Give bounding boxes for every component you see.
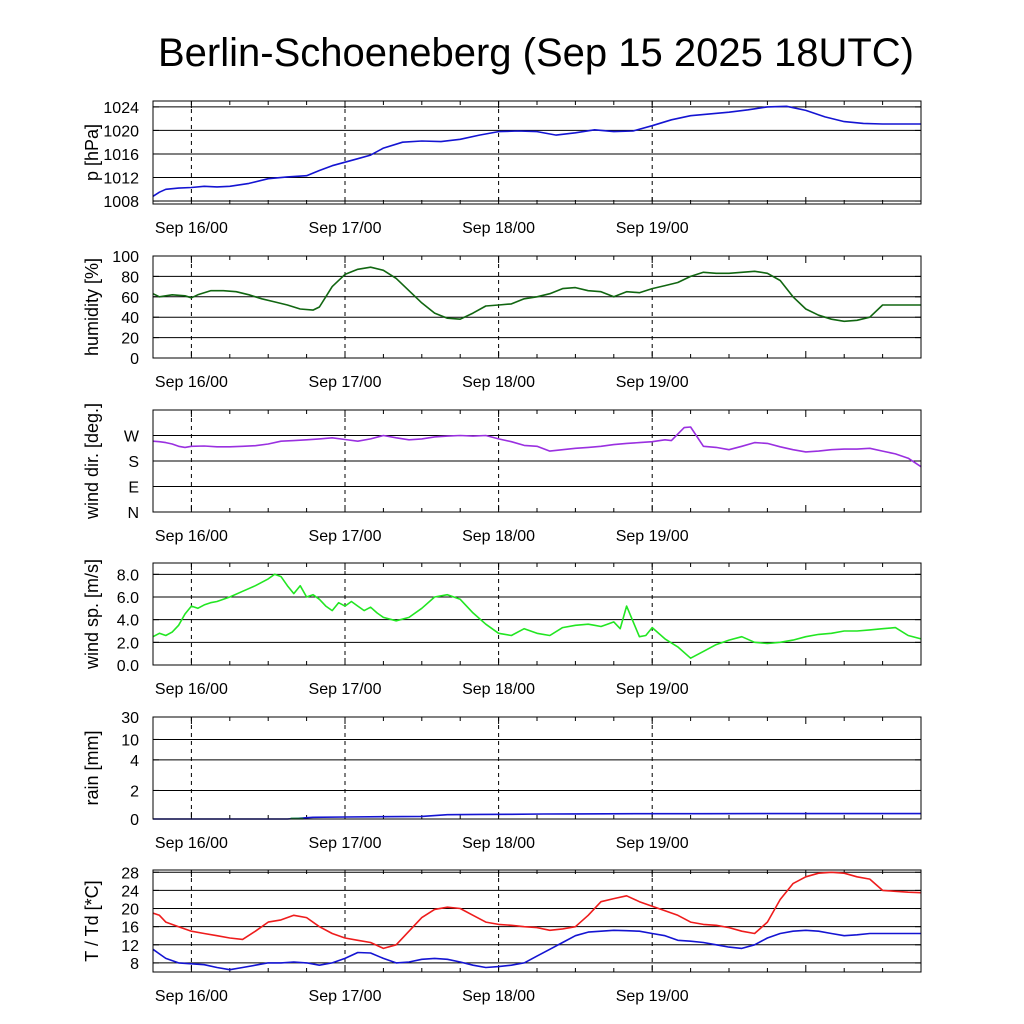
- y-tick-label: 4.0: [117, 613, 139, 630]
- panel-pressure: 1008 1012 1016 1020 1024 Sep 16/00 Sep 17/00 Se…: [82, 100, 922, 237]
- y-tick-label: 2.0: [117, 635, 139, 652]
- y-tick-label: 1012: [103, 171, 139, 188]
- panel-wind_speed: 0.0 2.0 4.0 6.0 8.0 Sep 16/00 Sep 17/00 Sep 18/…: [82, 559, 922, 698]
- panel-humidity: 0 20 40 60 80 100 Sep 16/00 Sep 17/00 Sep 18/00 S…: [82, 249, 922, 391]
- x-tick-label: Sep 16/00: [155, 220, 228, 237]
- chart-title: Berlin-Schoeneberg (Sep 15 2025 18UTC): [158, 31, 914, 75]
- x-tick-label: Sep 19/00: [616, 835, 689, 852]
- y-tick-label: S: [128, 454, 139, 471]
- y-tick-label: 1020: [103, 123, 139, 140]
- x-tick-label: Sep 16/00: [155, 835, 228, 852]
- panel-frame: [152, 562, 922, 666]
- series-pressure: [152, 105, 921, 197]
- y-tick-label: 80: [121, 269, 139, 286]
- y-tick-label: 8.0: [117, 567, 139, 584]
- panel-frame: [152, 100, 922, 205]
- y-tick-label: 12: [121, 938, 139, 955]
- y-tick-label: 1008: [103, 194, 139, 211]
- series-humidity: [152, 266, 921, 323]
- y-tick-label: 4: [130, 753, 139, 770]
- y-tick-label: 20: [121, 902, 139, 919]
- y-axis-label: T / Td [*C]: [82, 880, 102, 961]
- x-tick-label: Sep 17/00: [309, 988, 382, 1005]
- x-tick-label: Sep 16/00: [155, 528, 228, 545]
- y-tick-label: 1016: [103, 147, 139, 164]
- panel-frame: [152, 869, 922, 973]
- x-tick-label: Sep 18/00: [462, 220, 535, 237]
- panel-frame: [152, 255, 922, 359]
- y-tick-label: 8: [130, 956, 139, 973]
- y-axis-label: humidity [%]: [82, 258, 102, 356]
- y-tick-label: N: [127, 505, 139, 522]
- x-tick-label: Sep 16/00: [155, 374, 228, 391]
- x-tick-label: Sep 19/00: [616, 528, 689, 545]
- y-tick-label: 2: [130, 783, 139, 800]
- y-axis-label: p [hPa]: [82, 124, 102, 181]
- y-tick-label: 28: [121, 865, 139, 882]
- x-tick-label: Sep 17/00: [309, 528, 382, 545]
- y-tick-label: 0.0: [117, 658, 139, 675]
- x-tick-label: Sep 19/00: [616, 374, 689, 391]
- panel-frame: [152, 409, 922, 513]
- x-tick-label: Sep 17/00: [309, 835, 382, 852]
- x-tick-label: Sep 19/00: [616, 220, 689, 237]
- x-tick-label: Sep 18/00: [462, 374, 535, 391]
- series-temperature: [152, 871, 922, 950]
- x-tick-label: Sep 18/00: [462, 681, 535, 698]
- y-tick-label: 0: [130, 812, 139, 829]
- y-axis-label: wind sp. [m/s]: [82, 559, 102, 670]
- y-tick-label: 10: [121, 732, 139, 749]
- x-tick-label: Sep 17/00: [309, 220, 382, 237]
- y-tick-label: 60: [121, 290, 139, 307]
- y-tick-label: 0: [130, 351, 139, 368]
- x-tick-label: Sep 17/00: [309, 374, 382, 391]
- y-axis-label: wind dir. [deg.]: [82, 403, 102, 520]
- series-wind_dir: [152, 426, 922, 468]
- y-tick-label: 20: [121, 331, 139, 348]
- x-tick-label: Sep 19/00: [616, 681, 689, 698]
- x-tick-label: Sep 17/00: [309, 681, 382, 698]
- series-wind_speed: [152, 573, 922, 660]
- panel-rain: 0 2 4 10 30 Sep 16/00 Sep 17/00 Sep 18/00 Sep 19…: [82, 710, 922, 852]
- x-tick-label: Sep 16/00: [155, 988, 228, 1005]
- x-tick-label: Sep 18/00: [462, 988, 535, 1005]
- y-tick-label: 16: [121, 920, 139, 937]
- y-tick-label: E: [128, 480, 139, 497]
- x-tick-label: Sep 18/00: [462, 835, 535, 852]
- y-tick-label: 24: [121, 883, 139, 900]
- x-tick-label: Sep 19/00: [616, 988, 689, 1005]
- x-tick-label: Sep 18/00: [462, 528, 535, 545]
- y-axis-label: rain [mm]: [82, 730, 102, 805]
- y-tick-label: 6.0: [117, 590, 139, 607]
- y-tick-label: 1024: [103, 100, 139, 117]
- y-tick-label: 40: [121, 310, 139, 327]
- x-tick-label: Sep 16/00: [155, 681, 228, 698]
- panel-frame: [152, 716, 922, 820]
- y-tick-label: W: [124, 429, 140, 446]
- y-tick-label: 30: [121, 710, 139, 727]
- series-dewpoint: [152, 929, 921, 971]
- y-tick-label: 100: [112, 249, 139, 266]
